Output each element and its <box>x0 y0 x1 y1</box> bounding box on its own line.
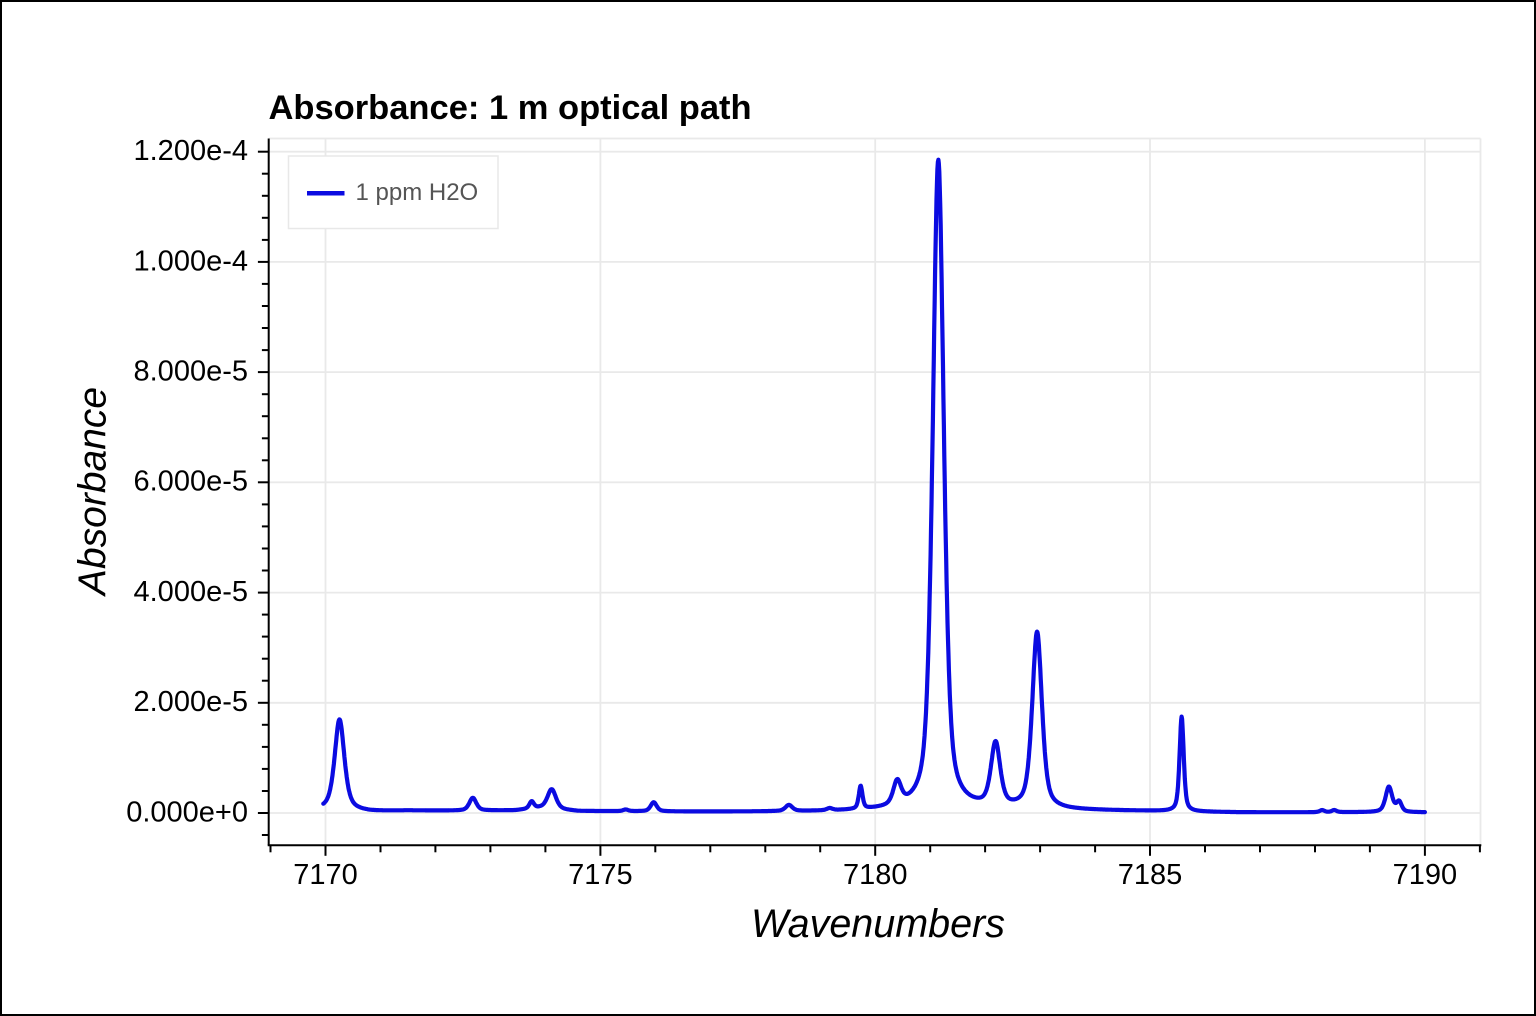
svg-text:1.000e-4: 1.000e-4 <box>134 245 249 277</box>
svg-text:7180: 7180 <box>843 859 908 891</box>
svg-text:7170: 7170 <box>293 859 358 891</box>
svg-text:0.000e+0: 0.000e+0 <box>126 796 248 828</box>
svg-text:7175: 7175 <box>568 859 633 891</box>
svg-text:2.000e-5: 2.000e-5 <box>134 686 249 718</box>
svg-text:7185: 7185 <box>1118 859 1183 891</box>
svg-text:Wavenumbers: Wavenumbers <box>751 902 1005 946</box>
svg-text:6.000e-5: 6.000e-5 <box>134 466 249 498</box>
svg-text:7190: 7190 <box>1393 859 1458 891</box>
svg-text:Absorbance: Absorbance <box>72 387 115 597</box>
svg-text:8.000e-5: 8.000e-5 <box>134 356 249 388</box>
svg-text:Absorbance: 1 m optical path: Absorbance: 1 m optical path <box>269 89 752 127</box>
svg-text:4.000e-5: 4.000e-5 <box>134 576 249 608</box>
svg-text:1.200e-4: 1.200e-4 <box>134 135 249 167</box>
svg-text:1 ppm H2O: 1 ppm H2O <box>356 179 479 206</box>
